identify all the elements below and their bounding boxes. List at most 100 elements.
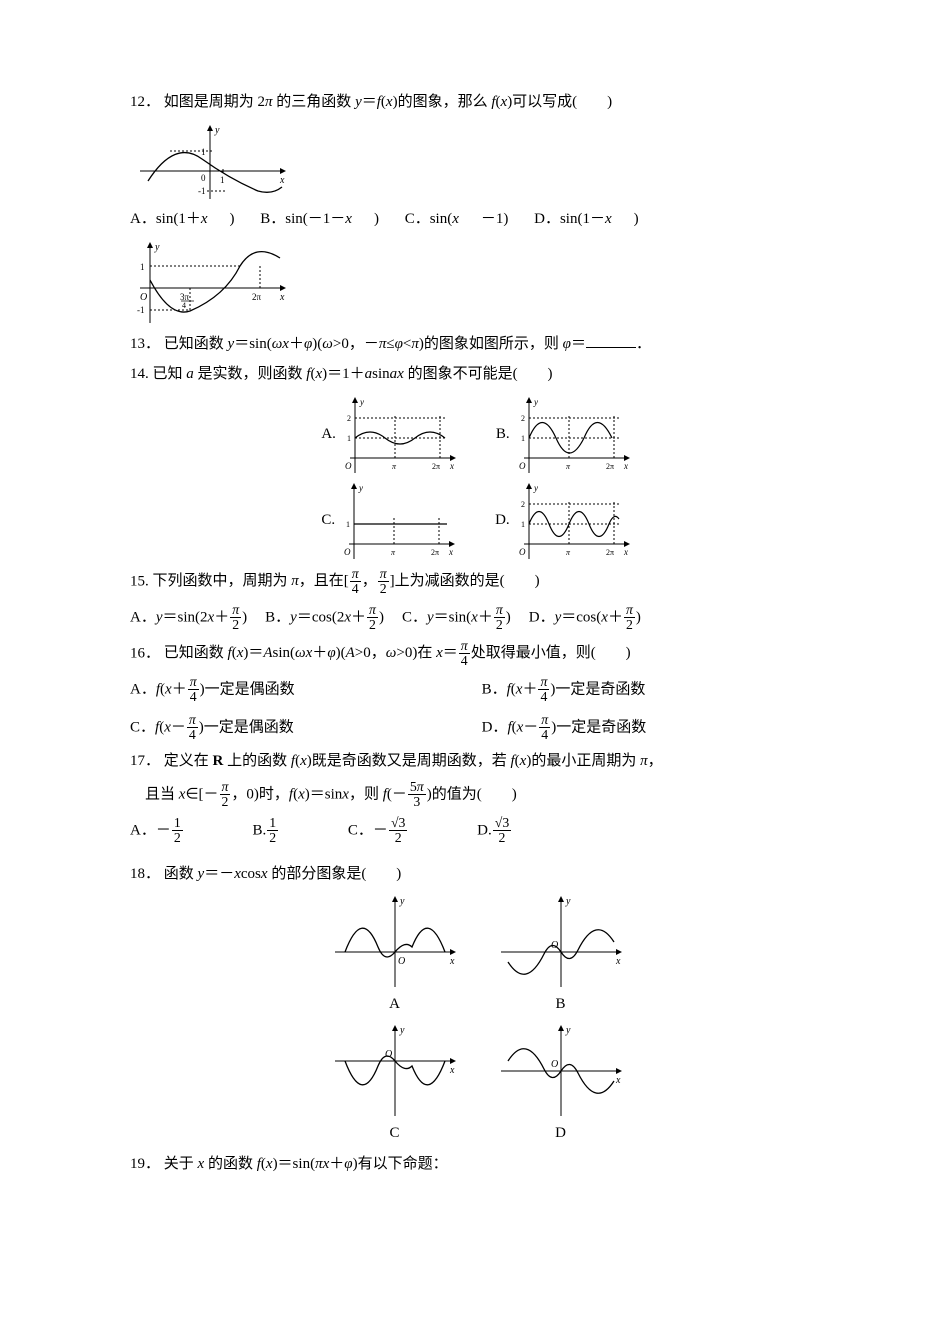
question-17: 17． 定义在 R 上的函数 f(x)既是奇函数又是周期函数，若 f(x)的最小… (130, 749, 825, 774)
q19-number: 19． (130, 1156, 160, 1172)
q12-opt-d: D．sin(1－x) (534, 207, 639, 232)
svg-text:1: 1 (521, 520, 525, 529)
q18-figures: y x O A y x O B (130, 892, 825, 1146)
q18-label-d: D (496, 1121, 626, 1146)
svg-text:2π: 2π (606, 462, 614, 471)
svg-text:-1: -1 (137, 305, 145, 315)
q15-opt-b: B．y＝cos(2x＋π2) (265, 603, 384, 633)
q18-fig-c: y x O C (330, 1021, 460, 1146)
q15-opt-d: D．y＝cos(x＋π2) (529, 603, 641, 633)
svg-text:x: x (449, 1065, 455, 1076)
svg-text:x: x (449, 956, 455, 967)
svg-text:y: y (214, 125, 220, 136)
svg-text:2: 2 (347, 414, 351, 423)
q13-figure: x y O 1 -1 3π 4 2π (130, 238, 825, 328)
q16-opt-c: C．f(x－π4)一定是偶函数 (130, 713, 464, 743)
svg-text:y: y (565, 896, 571, 907)
q12-stem: 如图是周期为 2π 的三角函数 y＝f(x)的图象，那么 f(x)可以写成( ) (164, 94, 612, 110)
q15-opt-c: C．y＝sin(x＋π2) (402, 603, 511, 633)
svg-text:π: π (392, 462, 397, 471)
q17-opt-b: B.12 (253, 816, 323, 846)
svg-text:y: y (565, 1025, 571, 1036)
question-15: 15. 下列函数中，周期为 π，且在[π4，π2]上为减函数的是( ) (130, 567, 825, 597)
q15-options: A．y＝sin(2x＋π2) B．y＝cos(2x＋π2) C．y＝sin(x＋… (130, 603, 825, 633)
q14-label-b: B. (496, 422, 510, 447)
svg-text:2: 2 (521, 500, 525, 509)
q18-fig-a: y x O A (330, 892, 460, 1017)
svg-text:O: O (385, 1049, 392, 1060)
q16-opt-b: B．f(x＋π4)一定是奇函数 (482, 675, 816, 705)
svg-text:π: π (566, 548, 571, 557)
q14-number: 14. (130, 366, 149, 382)
svg-text:1: 1 (347, 434, 351, 443)
q18-fig-b: y x O B (496, 892, 626, 1017)
svg-text:x: x (615, 1075, 621, 1086)
svg-text:2π: 2π (431, 548, 439, 557)
q13-stem: 已知函数 y＝sin(ωx＋φ)(ω>0，－π≤φ<π)的图象如图所示，则 φ＝… (164, 336, 651, 352)
svg-text:x: x (448, 547, 453, 557)
q12-opt-a: A．sin(1＋x) (130, 207, 235, 232)
q12-figure: x y 1 -1 0 1 (130, 121, 825, 203)
svg-text:O: O (519, 547, 526, 557)
question-19: 19． 关于 x 的函数 f(x)＝sin(πx＋φ)有以下命题： (130, 1152, 825, 1177)
svg-text:2π: 2π (606, 548, 614, 557)
q18-label-c: C (330, 1121, 460, 1146)
q14-label-a: A. (321, 422, 336, 447)
q16-options: A．f(x＋π4)一定是偶函数 B．f(x＋π4)一定是奇函数 C．f(x－π4… (130, 675, 825, 743)
q15-opt-a: A．y＝sin(2x＋π2) (130, 603, 247, 633)
svg-text:x: x (449, 461, 454, 471)
question-13: 13． 已知函数 y＝sin(ωx＋φ)(ω>0，－π≤φ<π)的图象如图所示，… (130, 332, 825, 357)
svg-text:y: y (399, 1025, 405, 1036)
svg-text:1: 1 (220, 175, 225, 185)
svg-text:y: y (533, 483, 538, 493)
question-14: 14. 已知 a 是实数，则函数 f(x)＝1＋asinax 的图象不可能是( … (130, 362, 825, 387)
svg-text:1: 1 (201, 147, 206, 157)
svg-text:x: x (623, 461, 628, 471)
q17-number: 17． (130, 753, 160, 769)
svg-text:2π: 2π (252, 292, 262, 302)
q19-stem: 关于 x 的函数 f(x)＝sin(πx＋φ)有以下命题： (164, 1156, 448, 1172)
q15-number: 15. (130, 573, 149, 589)
svg-text:O: O (398, 956, 405, 967)
q12-opt-b: B．sin(－1－x) (260, 207, 379, 232)
q14-label-c: C. (321, 508, 335, 533)
svg-text:y: y (359, 397, 364, 407)
svg-text:2: 2 (521, 414, 525, 423)
svg-text:4: 4 (182, 301, 186, 310)
question-16: 16． 已知函数 f(x)＝Asin(ωx＋φ)(A>0，ω>0)在 x＝π4处… (130, 639, 825, 669)
svg-text:1: 1 (521, 434, 525, 443)
q16-opt-d: D．f(x－π4)一定是奇函数 (482, 713, 816, 743)
svg-text:y: y (154, 242, 160, 253)
q18-number: 18． (130, 866, 160, 882)
svg-text:y: y (399, 896, 405, 907)
q15-stem: 下列函数中，周期为 π，且在[π4，π2]上为减函数的是( ) (153, 573, 540, 589)
svg-text:1: 1 (346, 520, 350, 529)
q16-number: 16． (130, 645, 160, 661)
q12-opt-c: C．sin(x－1) (405, 207, 509, 232)
q14-fig-d: D. x y O 1 2 π 2π (495, 479, 634, 561)
svg-text:x: x (615, 956, 621, 967)
q17-opt-a: A．－12 (130, 816, 227, 846)
q17-opt-d: D.√32 (477, 816, 555, 846)
svg-text:O: O (140, 292, 147, 303)
q14-label-d: D. (495, 508, 510, 533)
q13-blank[interactable] (586, 332, 636, 348)
q16-opt-a: A．f(x＋π4)一定是偶函数 (130, 675, 464, 705)
q13-number: 13． (130, 336, 160, 352)
q17-stem-line2: 且当 x∈[－π2，0)时，f(x)＝sinx，则 f(－5π3)的值为( ) (130, 780, 825, 810)
question-18: 18． 函数 y＝－xcosx 的部分图象是( ) (130, 862, 825, 887)
svg-text:0: 0 (201, 173, 206, 183)
q14-fig-b: B. x y O 1 2 π 2π (496, 393, 634, 475)
q17-opt-c: C．－√32 (348, 816, 452, 846)
svg-text:x: x (623, 547, 628, 557)
q14-fig-a: A. x y O 1 2 π 2π (321, 393, 460, 475)
q18-stem: 函数 y＝－xcosx 的部分图象是( ) (164, 866, 402, 882)
svg-text:x: x (279, 175, 285, 186)
svg-text:2π: 2π (432, 462, 440, 471)
q18-label-b: B (496, 992, 626, 1017)
svg-text:O: O (344, 547, 351, 557)
svg-text:O: O (345, 461, 352, 471)
q18-fig-d: y x O D (496, 1021, 626, 1146)
q12-options: A．sin(1＋x) B．sin(－1－x) C．sin(x－1) D．sin(… (130, 207, 825, 232)
svg-text:1: 1 (140, 262, 145, 272)
